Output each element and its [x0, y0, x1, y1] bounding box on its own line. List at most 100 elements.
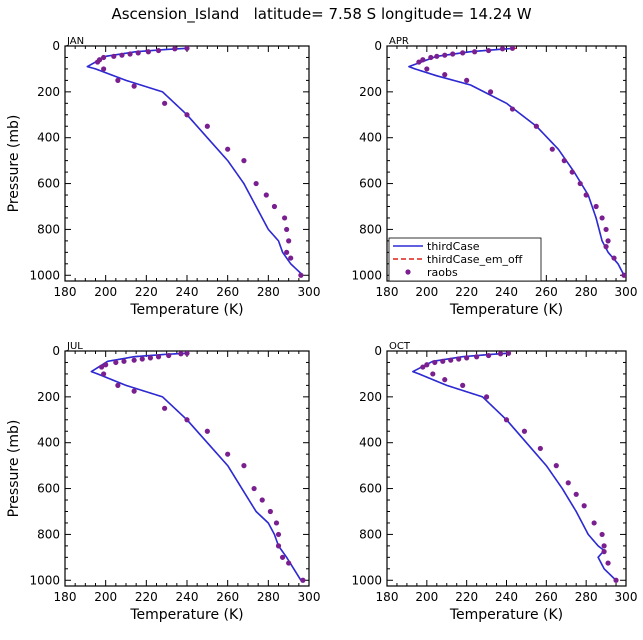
x-tick-label: 220 [135, 590, 158, 604]
y-tick-label: 200 [37, 390, 60, 404]
raobs-point [251, 485, 257, 492]
raobs-point [298, 272, 304, 278]
x-tick-label: 180 [376, 590, 399, 604]
raobs-point [420, 57, 426, 63]
raobs-point [509, 106, 516, 112]
raobs-point [271, 203, 278, 210]
raobs-point [119, 52, 125, 58]
x-tick-label: 240 [495, 590, 518, 604]
y-axis-label: Pressure (mb) [6, 115, 22, 213]
raobs-point [472, 49, 478, 55]
raobs-point [573, 491, 579, 497]
y-tick-label: 600 [37, 177, 60, 191]
x-tick-label: 200 [94, 285, 117, 299]
raobs-point [300, 577, 306, 583]
raobs-point [440, 358, 446, 364]
raobs-point [581, 503, 587, 509]
raobs-point [162, 100, 168, 106]
x-tick-label: 220 [455, 590, 478, 604]
y-tick-label: 800 [359, 222, 382, 236]
raobs-point [599, 531, 605, 538]
raobs-point [509, 46, 516, 51]
y-tick-label: 800 [37, 527, 60, 541]
raobs-point [253, 180, 259, 187]
raobs-point [485, 352, 492, 359]
y-tick-label: 800 [37, 222, 60, 236]
raobs-point [561, 158, 567, 164]
panel-label: JAN [66, 36, 84, 47]
raobs-point [591, 520, 597, 526]
raobs-point [204, 123, 210, 129]
raobs-point [569, 169, 575, 175]
raobs-point [94, 59, 101, 65]
x-tick-label: 280 [257, 590, 280, 604]
raobs-point [442, 377, 448, 383]
raobs-point [605, 560, 611, 566]
raobs-point [184, 112, 190, 118]
raobs-point [485, 47, 492, 54]
raobs-point [483, 394, 490, 400]
raobs-point [442, 72, 448, 78]
raobs-point [121, 358, 127, 364]
y-tick-label: 0 [52, 344, 60, 358]
raobs-point [241, 463, 247, 469]
raobs-point [273, 520, 280, 526]
legend-label: raobs [427, 266, 458, 279]
x-tick-label: 200 [415, 285, 438, 299]
x-axis-label: Temperature (K) [129, 607, 243, 623]
raobs-point [456, 356, 462, 362]
x-tick-label: 220 [135, 285, 158, 299]
x-tick-label: 180 [54, 285, 77, 299]
raobs-point [503, 417, 510, 423]
raobs-point [263, 192, 269, 198]
raobs-point [286, 238, 292, 244]
raobs-point [601, 549, 607, 555]
y-tick-label: 400 [37, 131, 60, 145]
y-tick-label: 0 [374, 344, 382, 358]
y-tick-label: 200 [359, 85, 382, 99]
raobs-point [603, 244, 609, 250]
panel-apr: APR 180 200 220 240 260 280 300 0 200 400 600 800 100… [351, 36, 637, 318]
raobs-point [450, 51, 456, 57]
x-tick-label: 240 [176, 590, 199, 604]
raobs-point [553, 463, 559, 469]
raobs-point [442, 52, 448, 58]
raobs-point [288, 255, 294, 261]
legend-box [388, 237, 542, 282]
raobs-point [115, 382, 121, 388]
raobs-point [621, 272, 626, 278]
x-tick-label: 260 [216, 590, 239, 604]
raobs-point [259, 497, 265, 503]
panel-label: JUL [66, 341, 83, 352]
raobs-point [432, 359, 438, 366]
raobs-point [131, 388, 137, 394]
raobs-point [611, 255, 617, 261]
raobs-point [603, 226, 609, 233]
thirdcase-em-off-line [412, 352, 617, 581]
raobs-point [613, 577, 619, 583]
panel-jan: JAN 180 200 220 240 260 280 300 0 200 400 600 800 100… [6, 36, 320, 318]
raobs-point [605, 238, 611, 244]
raobs-point [416, 59, 422, 65]
raobs-point [275, 531, 282, 538]
panel-oct: OCT 180 200 220 240 260 280 300 0 200 400 600 800 100… [351, 341, 637, 623]
raobs-point [460, 382, 466, 388]
plot-area [408, 46, 626, 278]
raobs-point [549, 146, 555, 152]
y-tick-label: 800 [359, 527, 382, 541]
legend-label: thirdCase_em_off [427, 253, 523, 266]
x-tick-label: 260 [535, 285, 558, 299]
raobs-point [497, 351, 504, 357]
raobs-point [434, 53, 440, 59]
thirdcase-line [412, 352, 617, 581]
raobs-point [464, 77, 470, 83]
x-tick-label: 260 [535, 590, 558, 604]
raobs-point [111, 53, 117, 59]
plot-frame [64, 350, 310, 587]
raobs-point [505, 351, 512, 356]
raobs-point [131, 357, 137, 363]
raobs-point [101, 66, 107, 72]
legend-label: thirdCase [427, 240, 480, 253]
y-tick-label: 0 [52, 39, 60, 53]
x-tick-label: 240 [495, 285, 518, 299]
